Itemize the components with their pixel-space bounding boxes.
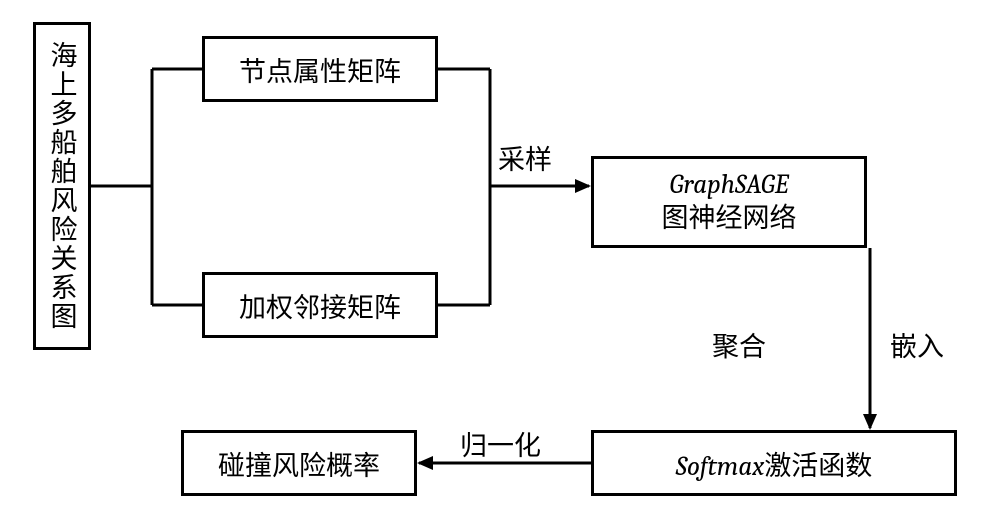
node-gnn-content: GraphSAGE 图神经网络	[662, 168, 797, 236]
node-output: 碰撞风险概率	[181, 430, 417, 496]
node-source-label: 海上多船舶风险关系图	[43, 41, 82, 331]
node-softmax: Softmax激活函数	[591, 430, 957, 496]
node-output-label: 碰撞风险概率	[218, 444, 380, 483]
node-softmax-suffix: 激活函数	[764, 451, 872, 481]
edge-label-normalize: 归一化	[460, 424, 541, 463]
edge-label-sample: 采样	[498, 138, 552, 177]
flowchart-canvas: 海上多船舶风险关系图 节点属性矩阵 加权邻接矩阵 GraphSAGE 图神经网络…	[0, 0, 1000, 518]
node-gnn-line1: GraphSAGE	[670, 169, 789, 200]
node-gnn-line2: 图神经网络	[662, 203, 797, 233]
node-softmax-prefix: Softmax	[676, 451, 765, 482]
node-gnn: GraphSAGE 图神经网络	[591, 156, 867, 248]
edge-label-embed: 嵌入	[890, 325, 944, 364]
edge-label-aggregate: 聚合	[712, 325, 766, 364]
node-adj-matrix-label: 加权邻接矩阵	[239, 286, 401, 325]
node-adj-matrix: 加权邻接矩阵	[202, 272, 438, 338]
node-attr-matrix: 节点属性矩阵	[202, 36, 438, 102]
node-source: 海上多船舶风险关系图	[33, 22, 91, 350]
node-softmax-content: Softmax激活函数	[676, 444, 873, 483]
node-attr-matrix-label: 节点属性矩阵	[239, 50, 401, 89]
